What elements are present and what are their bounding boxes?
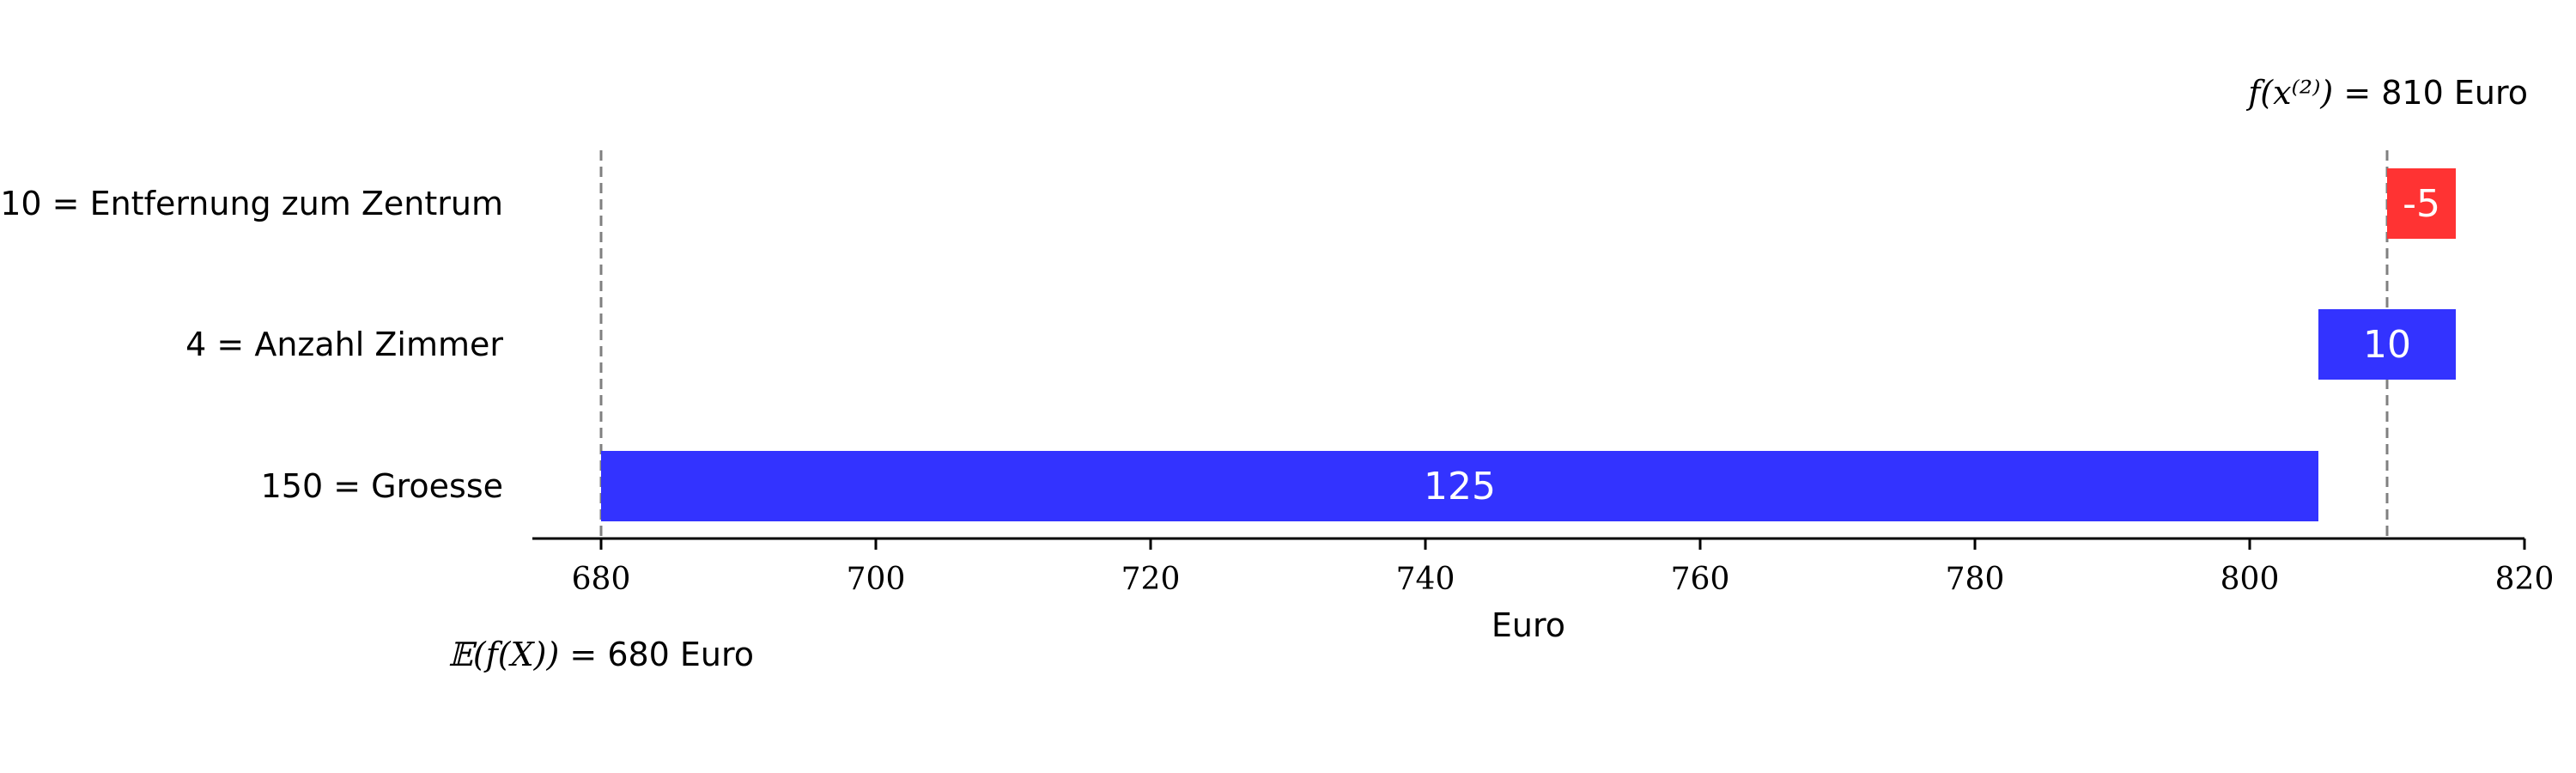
feature-label-1: 4 = Anzahl Zimmer (185, 326, 503, 363)
bar-value-label-2: 125 (1424, 465, 1496, 508)
feature-labels: 10 = Entfernung zum Zentrum 4 = Anzahl Zi… (0, 185, 503, 505)
bar-1 (2318, 309, 2456, 380)
prediction-value: 810 Euro (2381, 74, 2528, 112)
bar-value-label-0: -5 (2403, 182, 2440, 226)
x-tick-label-6: 800 (2221, 562, 2280, 597)
prediction-annotation: f(x⁽²⁾) = 810 Euro (2245, 74, 2528, 112)
feature-label-2: 150 = Groesse (261, 467, 503, 505)
x-tick-label-3: 740 (1396, 562, 1455, 597)
x-axis-title: Euro (1492, 606, 1565, 644)
x-tick-label-7: 820 (2495, 562, 2555, 597)
expected-value-annotation: 𝔼(f(X)) = 680 Euro (448, 636, 754, 673)
x-axis-tick-labels: 680 700 720 740 760 780 800 820 (572, 562, 2555, 597)
feature-label-0: 10 = Entfernung zum Zentrum (0, 185, 503, 222)
x-tick-label-4: 760 (1671, 562, 1730, 597)
x-tick-label-0: 680 (572, 562, 631, 597)
prediction-math: f(x⁽²⁾) = (2245, 74, 2381, 112)
bar-2 (601, 451, 2318, 521)
expected-value: 680 Euro (607, 636, 754, 673)
x-tick-label-1: 700 (847, 562, 906, 597)
bar-0 (2387, 168, 2456, 239)
bars (601, 168, 2456, 521)
x-tick-label-2: 720 (1121, 562, 1181, 597)
expected-math: 𝔼(f(X)) = (448, 636, 607, 673)
x-axis-ticks (599, 539, 2526, 550)
bar-value-label-1: 10 (2363, 323, 2411, 367)
bar-value-labels: -5 10 125 (1424, 182, 2440, 508)
x-tick-label-5: 780 (1946, 562, 2005, 597)
